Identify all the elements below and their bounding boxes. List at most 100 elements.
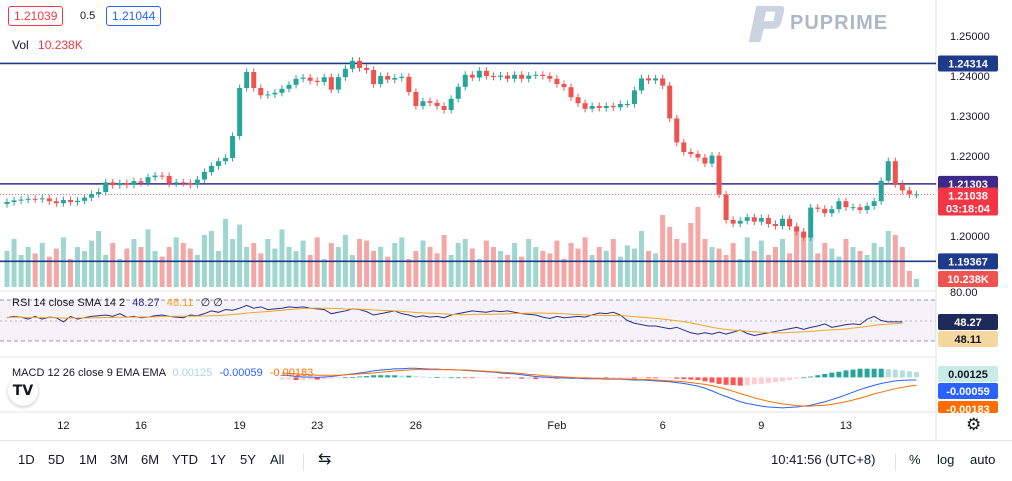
candle-body — [272, 92, 278, 95]
horizontal-levels[interactable] — [0, 62, 936, 263]
range-1d-button[interactable]: 1D — [18, 452, 35, 467]
macd-histogram-bar — [434, 376, 440, 378]
volume-bar — [399, 237, 405, 287]
candle-body — [603, 106, 609, 108]
macd-histogram-bar — [469, 377, 475, 379]
volume-bar — [906, 271, 912, 287]
ask-price-box[interactable]: 1.21044 — [106, 6, 162, 26]
volume-bar — [575, 248, 581, 287]
candle-body — [822, 208, 828, 214]
volume-bar — [787, 253, 793, 287]
volume-bar — [758, 240, 764, 287]
macd-histogram-bar — [822, 373, 828, 378]
macd-legend-hist: 0.00125 — [172, 367, 213, 379]
macd-legend-signal: -0.00183 — [269, 367, 314, 379]
macd-histogram-bar — [709, 377, 715, 383]
bid-price-box[interactable]: 1.21039 — [8, 6, 64, 26]
volume-bar — [695, 207, 701, 287]
candle-body — [751, 217, 757, 222]
candle-body — [364, 68, 370, 70]
candle-body — [780, 218, 785, 226]
rsi-sma-line — [6, 307, 903, 334]
range-3m-button[interactable]: 3M — [110, 452, 129, 467]
volume-bar — [716, 248, 722, 287]
volume-bar — [780, 239, 785, 287]
volume-bar — [667, 227, 673, 287]
macd-lines — [279, 367, 919, 409]
candle-body — [117, 183, 123, 186]
candle-body — [173, 182, 179, 184]
level-tag-bg — [938, 253, 998, 270]
candle-body — [660, 78, 666, 86]
candle-body — [610, 106, 616, 108]
candle-body — [801, 231, 807, 238]
macd-histogram-bar — [829, 372, 835, 378]
candle-body — [681, 142, 687, 152]
auto-toggle[interactable]: auto — [970, 452, 996, 467]
candle-body — [230, 136, 236, 158]
volume-bar — [152, 251, 158, 287]
macd-hist-tag-bg — [938, 366, 998, 382]
macd-histogram-bar — [406, 375, 412, 378]
candle-body — [906, 190, 912, 195]
candle-body — [18, 199, 24, 201]
candle-body — [498, 75, 503, 77]
candle-body — [39, 198, 45, 200]
time-tick-label: 12 — [57, 420, 69, 432]
volume-bar — [561, 259, 567, 287]
settings-gear-icon[interactable]: ⚙ — [966, 415, 982, 435]
range-all-button[interactable]: All — [270, 452, 285, 467]
range-5y-button[interactable]: 5Y — [240, 452, 256, 467]
volume-bar — [476, 259, 482, 287]
macd-legend-macd: -0.00059 — [219, 367, 263, 379]
tradingview-logo-icon[interactable]: TV — [8, 376, 38, 406]
time-tick-label: 6 — [660, 420, 666, 432]
range-6m-button[interactable]: 6M — [141, 452, 160, 467]
range-1m-button[interactable]: 1M — [79, 452, 98, 467]
macd-histogram-bar — [892, 369, 898, 378]
candle-body — [110, 182, 116, 186]
macd-histogram-bar — [364, 376, 370, 378]
volume-bar — [624, 245, 630, 287]
volume-bar — [631, 248, 637, 287]
macd-histogram-bar — [490, 377, 496, 379]
candle-body — [462, 74, 468, 87]
time-tick-label: Feb — [547, 420, 566, 432]
volume-bar — [730, 243, 736, 287]
macd-histogram-bar — [639, 377, 644, 379]
macd-histogram-bar — [885, 369, 891, 378]
macd-histogram-bar — [646, 377, 652, 379]
macd-histogram-bar — [780, 377, 785, 382]
macd-histogram-bar — [357, 376, 362, 378]
volume-bar — [646, 251, 652, 287]
macd-histogram-bar — [371, 375, 377, 378]
volume-bar — [60, 237, 66, 287]
macd-histogram-bar — [765, 377, 771, 384]
macd-histogram-bar — [695, 377, 701, 380]
volume-bar — [378, 247, 384, 287]
candle-body — [674, 118, 680, 143]
clock-timezone[interactable]: 10:41:56 (UTC+8) — [771, 452, 876, 467]
candle-body — [427, 101, 433, 103]
macd-histogram-bar — [547, 377, 553, 379]
macd-histogram-bar — [279, 377, 285, 380]
date-range-calendar-icon[interactable]: ⇆ — [318, 449, 332, 468]
candle-body — [695, 154, 701, 158]
candle-body — [815, 207, 821, 209]
percent-toggle[interactable]: % — [909, 452, 921, 467]
range-5d-button[interactable]: 5D — [48, 452, 65, 467]
macd-histogram-bar — [815, 375, 821, 378]
range-1y-button[interactable]: 1Y — [210, 452, 226, 467]
macd-histogram-bar — [455, 377, 461, 379]
price-tick-label: 1.22000 — [950, 151, 990, 163]
log-toggle[interactable]: log — [937, 452, 955, 467]
candle-body — [843, 201, 849, 208]
macd-histogram-bar — [378, 375, 384, 378]
bottom-toolbar: 1D 5D 1M 3M 6M YTD 1Y 5Y All ⇆ 10:41:56 … — [0, 440, 1012, 481]
volume-bar — [674, 239, 680, 287]
range-ytd-button[interactable]: YTD — [172, 452, 198, 467]
candle-body — [667, 85, 673, 119]
time-axis[interactable]: 12 16 19 23 26 Feb 6 9 13 — [57, 420, 852, 432]
volume-bar — [737, 259, 743, 287]
